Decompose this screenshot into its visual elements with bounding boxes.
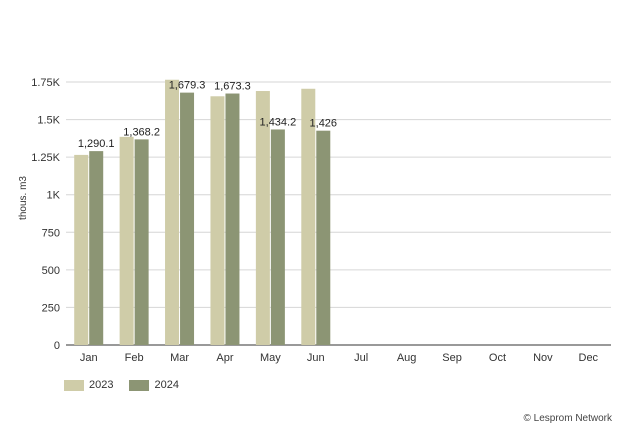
y-tick-label: 250: [42, 302, 60, 314]
data-label: 1,290.1: [78, 138, 115, 150]
x-tick-label: Aug: [397, 352, 417, 364]
x-tick-label: Jul: [354, 352, 368, 364]
data-labels: 1,290.1 1,368.2 1,679.3 1,673.3 1,434.2 1,426: [78, 80, 337, 150]
y-axis-ticks: 0 250 500 750 1K 1.25K 1.5K 1.75K: [31, 77, 60, 352]
bar-2023-apr[interactable]: [210, 96, 225, 345]
bar-2024-feb[interactable]: [134, 139, 149, 345]
bar-2024-mar[interactable]: [180, 92, 195, 345]
y-tick-label: 1.5K: [37, 115, 60, 127]
x-tick-label: Mar: [170, 352, 189, 364]
legend: 2023 2024: [64, 379, 195, 391]
data-label: 1,368.2: [123, 126, 160, 138]
bar-2024-may[interactable]: [270, 129, 285, 345]
legend-swatch-2024: [129, 379, 150, 391]
bar-2023-mar[interactable]: [165, 79, 180, 345]
legend-swatch-2023: [64, 379, 84, 391]
x-tick-label: Sep: [442, 352, 462, 364]
y-tick-label: 0: [54, 340, 60, 352]
credit-text: © Lesprom Network: [523, 413, 612, 424]
bar-2024-apr[interactable]: [225, 93, 240, 345]
data-label: 1,426: [310, 118, 338, 130]
legend-label-2023: 2023: [89, 379, 114, 391]
y-tick-label: 500: [42, 265, 60, 277]
x-axis-ticks: Jan Feb Mar Apr May Jun Jul Aug Sep Oct Nov Dec: [80, 352, 599, 364]
y-tick-label: 1.25K: [31, 152, 60, 164]
data-label: 1,434.2: [260, 116, 297, 128]
bars: [74, 79, 331, 346]
x-tick-label: Nov: [533, 352, 553, 364]
x-tick-label: Dec: [579, 352, 599, 364]
y-tick-label: 1K: [47, 190, 61, 202]
y-tick-label: 750: [42, 227, 60, 239]
gridlines: [66, 81, 611, 346]
y-tick-label: 1.75K: [31, 77, 60, 89]
bar-2023-feb[interactable]: [119, 136, 134, 345]
bar-2023-jun[interactable]: [301, 88, 316, 346]
bar-2023-jan[interactable]: [74, 154, 89, 345]
bar-2023-may[interactable]: [255, 91, 270, 345]
x-tick-label: Jun: [307, 352, 325, 364]
x-tick-label: Apr: [216, 352, 233, 364]
legend-item-2023[interactable]: 2023: [64, 379, 113, 391]
x-tick-label: Feb: [125, 352, 144, 364]
legend-item-2024[interactable]: 2024: [129, 379, 179, 391]
x-tick-label: May: [260, 352, 281, 364]
data-label: 1,679.3: [169, 80, 206, 92]
bar-2024-jan[interactable]: [89, 151, 104, 345]
x-tick-label: Jan: [80, 352, 98, 364]
legend-label-2024: 2024: [154, 379, 179, 391]
x-tick-label: Oct: [489, 352, 506, 364]
y-axis-title: thous. m3: [18, 176, 29, 220]
bar-2024-jun[interactable]: [316, 130, 331, 345]
data-label: 1,673.3: [214, 81, 251, 93]
